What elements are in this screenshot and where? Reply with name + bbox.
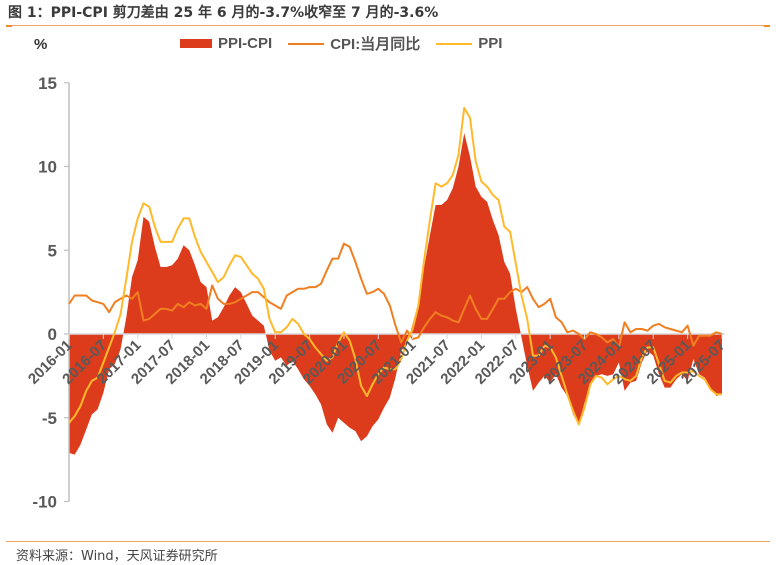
title-divider-accent-right <box>764 25 770 27</box>
legend-swatch-ppi-icon <box>436 42 473 45</box>
y-tick-label: 0 <box>48 325 57 344</box>
title-divider <box>6 25 770 26</box>
chart-legend: PPI-CPI CPI:当月同比 PPI <box>180 33 518 54</box>
legend-swatch-spread-icon <box>180 39 212 48</box>
y-axis-unit-label: % <box>34 36 48 53</box>
line-series <box>68 106 723 426</box>
legend-label-spread: PPI-CPI <box>218 35 273 52</box>
chart-title: 图 1：PPI-CPI 剪刀差由 25 年 6 月的-3.7%收窄至 7 月的-… <box>8 5 439 21</box>
spread-area <box>69 133 722 455</box>
legend-swatch-cpi-icon <box>288 42 325 45</box>
y-tick-label: 5 <box>48 241 57 260</box>
ppi-line <box>68 106 722 426</box>
legend-label-ppi: PPI <box>478 35 503 52</box>
cpi-line <box>68 242 723 349</box>
y-tick-label: 15 <box>38 74 57 93</box>
legend-item-cpi: CPI:当月同比 <box>288 33 420 54</box>
legend-item-ppi: PPI <box>436 35 502 52</box>
y-tick-label: -5 <box>42 409 57 428</box>
legend-label-cpi: CPI:当月同比 <box>330 36 421 53</box>
y-tick-label: -10 <box>32 493 57 512</box>
legend-item-spread: PPI-CPI <box>180 35 272 52</box>
spread-area-series <box>69 133 722 455</box>
title-divider-accent-left <box>6 25 12 27</box>
y-axis-ticks: -10 -5 0 5 10 15 <box>32 74 69 512</box>
axes <box>68 82 725 502</box>
footer-divider <box>6 541 770 542</box>
source-note: 资料来源：Wind，天风证券研究所 <box>16 549 218 564</box>
y-tick-label: 10 <box>38 158 57 177</box>
